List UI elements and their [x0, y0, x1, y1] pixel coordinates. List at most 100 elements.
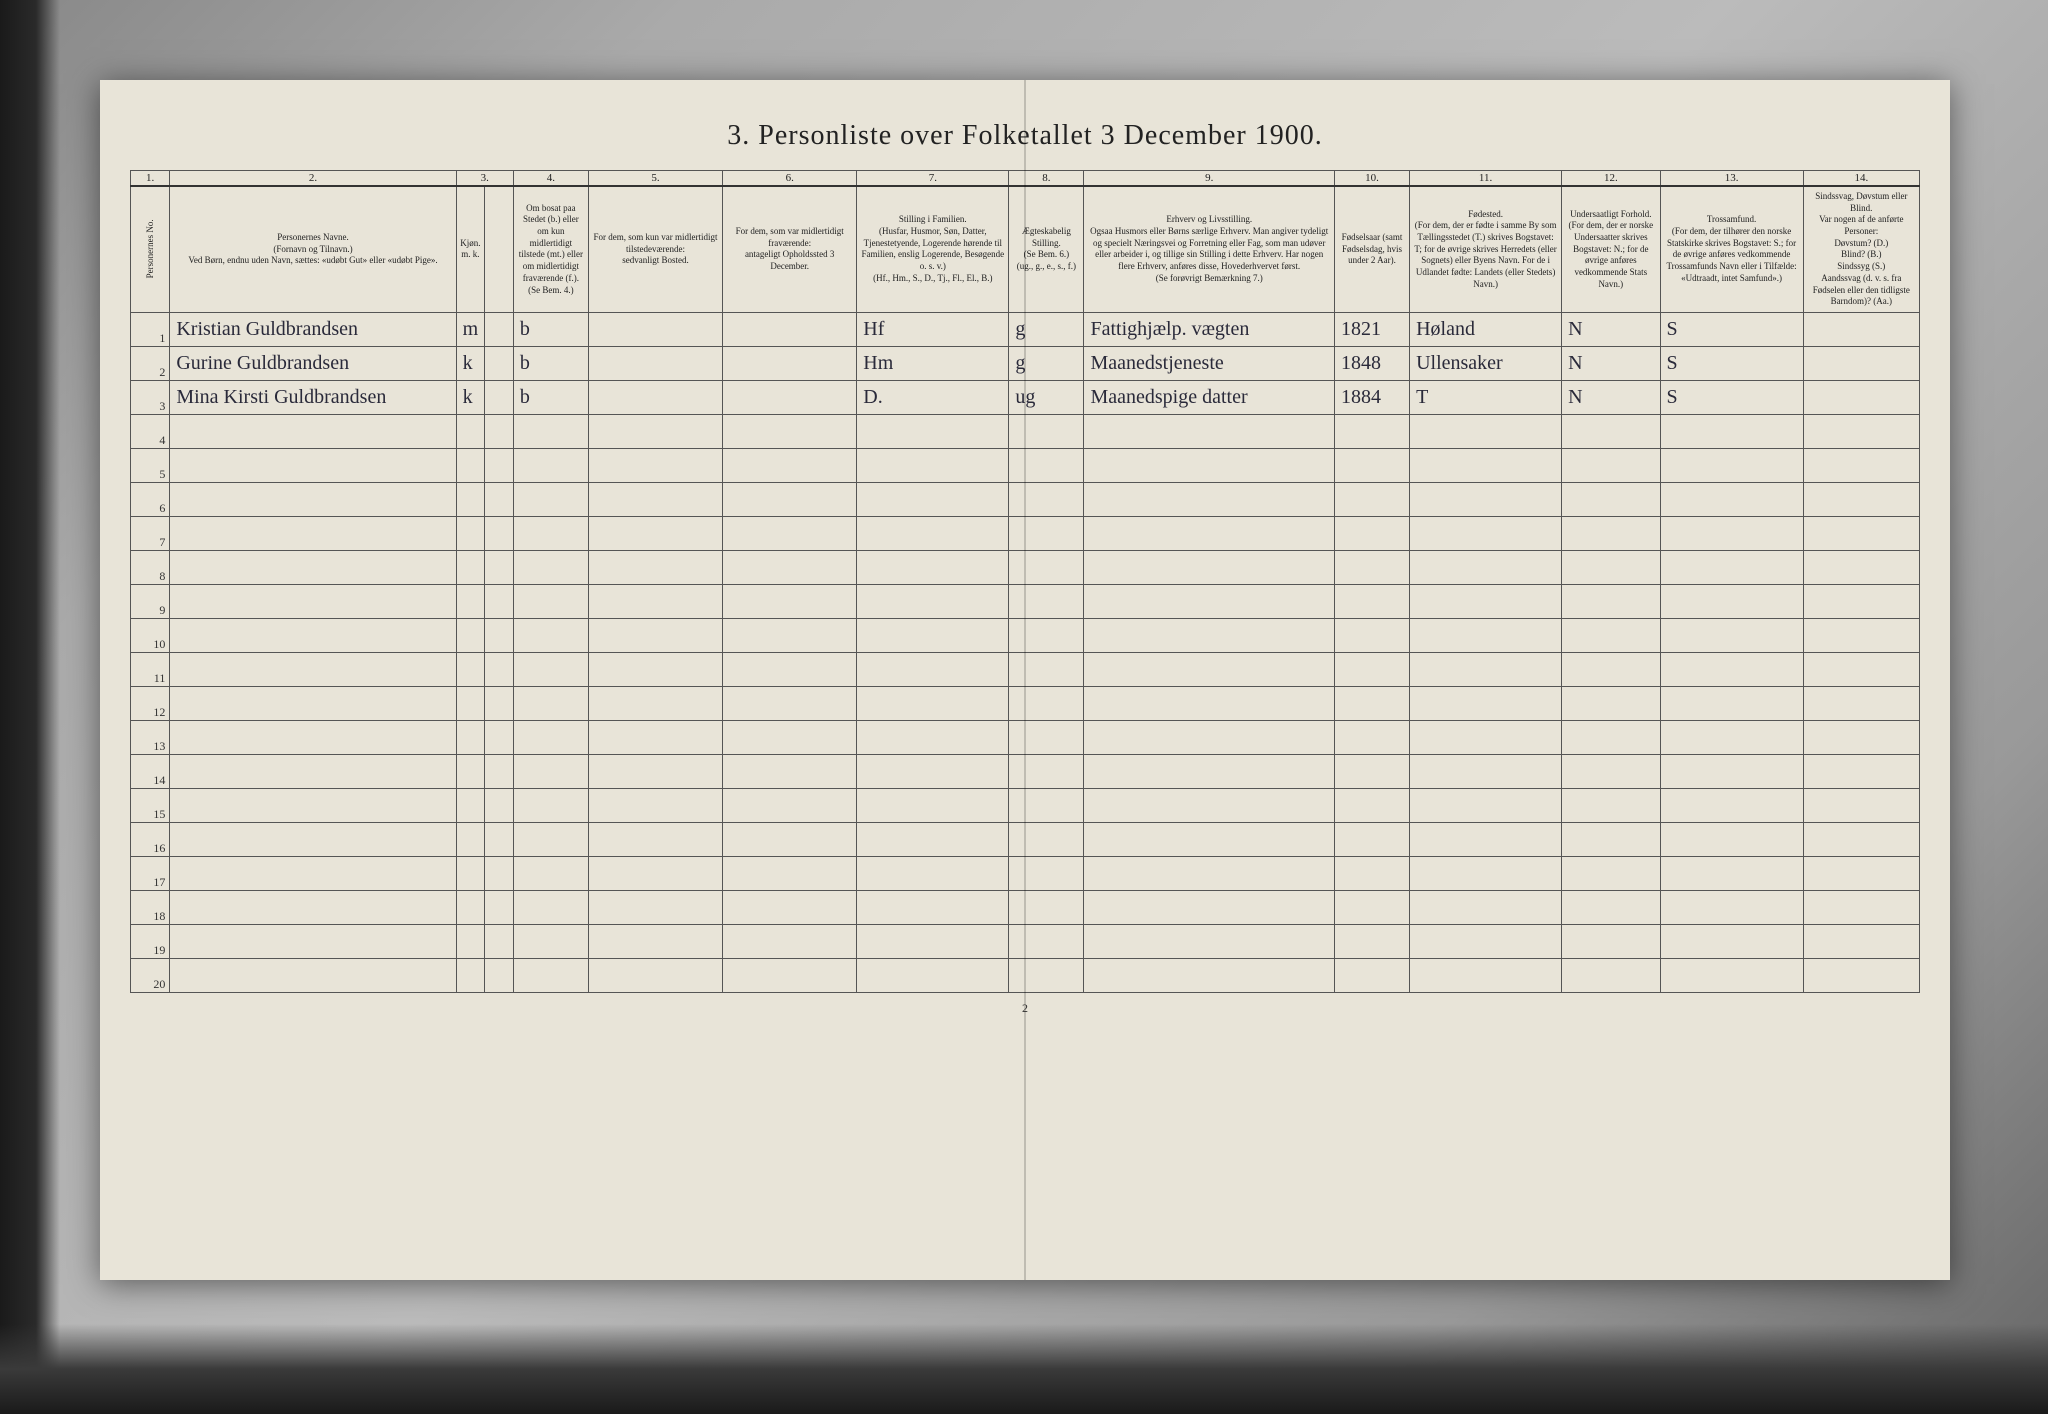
- cell: [1410, 448, 1562, 482]
- cell: [723, 346, 857, 380]
- cell: [485, 346, 514, 380]
- colnum: 11.: [1410, 171, 1562, 187]
- cell: [723, 958, 857, 992]
- cell: [723, 686, 857, 720]
- row-number: 4: [131, 414, 170, 448]
- cell: ug: [1009, 380, 1084, 414]
- cell: N: [1562, 346, 1660, 380]
- cell: [1009, 414, 1084, 448]
- cell: [1334, 414, 1409, 448]
- colnum: 6.: [723, 171, 857, 187]
- cell: [723, 652, 857, 686]
- cell: [1084, 958, 1334, 992]
- cell: [170, 958, 456, 992]
- table-row: 15: [131, 788, 1920, 822]
- cell: [1803, 788, 1919, 822]
- cell: [1562, 720, 1660, 754]
- column-header: Trossamfund. (For dem, der tilhører den …: [1660, 186, 1803, 312]
- cell: [1803, 720, 1919, 754]
- cell: [857, 686, 1009, 720]
- table-row: 2Gurine GuldbrandsenkbHmgMaanedstjeneste…: [131, 346, 1920, 380]
- cell: [513, 924, 588, 958]
- row-number: 13: [131, 720, 170, 754]
- cell: b: [513, 346, 588, 380]
- cell: [1562, 788, 1660, 822]
- cell: g: [1009, 346, 1084, 380]
- cell: [456, 584, 485, 618]
- cell: [1410, 618, 1562, 652]
- cell: [723, 312, 857, 346]
- cell: [857, 890, 1009, 924]
- table-row: 17: [131, 856, 1920, 890]
- cell: [857, 788, 1009, 822]
- cell: [456, 788, 485, 822]
- cell: [485, 890, 514, 924]
- cell: [456, 822, 485, 856]
- cell: [1084, 686, 1334, 720]
- cell: [513, 720, 588, 754]
- cell: [1803, 516, 1919, 550]
- cell: [1334, 550, 1409, 584]
- cell: [485, 720, 514, 754]
- cell: Hm: [857, 346, 1009, 380]
- cell: [857, 652, 1009, 686]
- cell: [170, 856, 456, 890]
- film-edge-left: [0, 0, 60, 1414]
- row-number: 8: [131, 550, 170, 584]
- cell: [588, 686, 722, 720]
- cell: [513, 516, 588, 550]
- cell: [857, 584, 1009, 618]
- cell: [723, 584, 857, 618]
- cell: [1084, 584, 1334, 618]
- cell: T: [1410, 380, 1562, 414]
- cell: [1009, 822, 1084, 856]
- cell: [1009, 856, 1084, 890]
- cell: [723, 856, 857, 890]
- cell: [456, 958, 485, 992]
- cell: Fattighjælp. vægten: [1084, 312, 1334, 346]
- cell: [1334, 958, 1409, 992]
- cell: [1009, 890, 1084, 924]
- cell: [723, 788, 857, 822]
- cell: [1562, 516, 1660, 550]
- cell: [1009, 924, 1084, 958]
- cell: [485, 312, 514, 346]
- cell: [170, 822, 456, 856]
- cell: [1084, 754, 1334, 788]
- cell: [456, 414, 485, 448]
- colnum: 10.: [1334, 171, 1409, 187]
- cell: [1803, 482, 1919, 516]
- cell: [1084, 856, 1334, 890]
- cell: [456, 890, 485, 924]
- cell: [723, 482, 857, 516]
- column-header: Om bosat paa Stedet (b.) eller om kun mi…: [513, 186, 588, 312]
- table-row: 1Kristian GuldbrandsenmbHfgFattighjælp. …: [131, 312, 1920, 346]
- cell: [1009, 788, 1084, 822]
- cell: [485, 686, 514, 720]
- column-header: Fødselsaar (samt Fødselsdag, hvis under …: [1334, 186, 1409, 312]
- cell: [1562, 924, 1660, 958]
- cell: [1084, 890, 1334, 924]
- cell: [1660, 618, 1803, 652]
- cell: [1562, 822, 1660, 856]
- cell: [170, 686, 456, 720]
- cell: Ullensaker: [1410, 346, 1562, 380]
- cell: [1803, 856, 1919, 890]
- cell: [1009, 686, 1084, 720]
- cell: [1660, 652, 1803, 686]
- cell: [1803, 414, 1919, 448]
- cell: [1660, 924, 1803, 958]
- cell: [1009, 448, 1084, 482]
- table-row: 16: [131, 822, 1920, 856]
- cell: [588, 754, 722, 788]
- cell: [1410, 584, 1562, 618]
- cell: [1334, 924, 1409, 958]
- cell: [1660, 890, 1803, 924]
- cell: [456, 754, 485, 788]
- cell: [1334, 720, 1409, 754]
- column-header: Fødested. (For dem, der er fødte i samme…: [1410, 186, 1562, 312]
- cell: [1009, 652, 1084, 686]
- cell: [723, 924, 857, 958]
- cell: [1562, 618, 1660, 652]
- cell: [513, 822, 588, 856]
